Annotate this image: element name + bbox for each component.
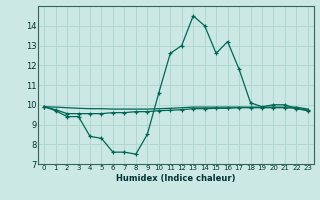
X-axis label: Humidex (Indice chaleur): Humidex (Indice chaleur): [116, 174, 236, 183]
